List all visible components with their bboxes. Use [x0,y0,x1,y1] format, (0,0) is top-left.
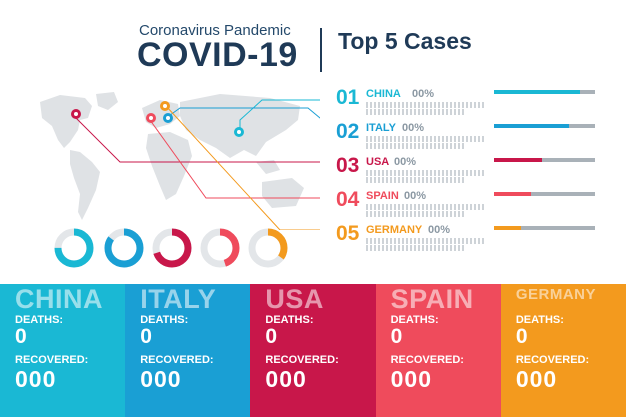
deaths-value: 0 [390,325,403,348]
placeholder-text-line [366,102,486,108]
card-spain: SPAIN DEATHS: 0 RECOVERED: 000 [375,284,501,417]
rank-percent: 00% [394,156,417,168]
placeholder-text-line [366,238,486,244]
world-map [40,92,320,230]
header-divider [320,28,322,72]
recovered-label: RECOVERED: [390,354,464,366]
rank-row-germany: 05 GERMANY 00% [336,222,606,251]
progress-bar [494,226,595,230]
rank-number: 04 [336,188,360,211]
progress-bar [494,192,595,196]
recovered-label: RECOVERED: [15,354,89,366]
card-country-name: ITALY [140,284,217,314]
recovered-label: RECOVERED: [140,354,214,366]
spain-pin-icon [146,113,156,123]
china-pin-icon [234,127,244,137]
rank-percent: 00% [402,122,425,134]
recovered-value: 000 [140,366,182,392]
progress-fill [494,124,569,128]
rank-country: SPAIN [366,190,399,202]
deaths-label: DEATHS: [265,314,314,326]
donut-ring [248,228,288,268]
card-china: CHINA DEATHS: 0 RECOVERED: 000 [0,284,126,417]
donut-ring [200,228,240,268]
placeholder-text-line [366,143,466,149]
deaths-value: 0 [15,325,27,348]
rank-country: USA [366,156,390,168]
deaths-label: DEATHS: [390,314,439,326]
header-subtitle: Coronavirus Pandemic [139,22,291,39]
placeholder-text-line [366,211,466,217]
top5-title: Top 5 Cases [338,28,472,54]
country-cards: CHINA DEATHS: 0 RECOVERED: 000 ITALY DEA… [0,284,626,417]
recovered-value: 000 [15,366,57,392]
rank-row-usa: 03 USA 00% [336,154,606,183]
rank-number: 02 [336,120,360,143]
rank-percent: 00% [412,88,435,100]
connector-spain [149,119,320,199]
card-germany: GERMANY DEATHS: 0 RECOVERED: 000 [500,284,626,417]
donut-ring [54,228,94,268]
page-title: COVID-19 [137,36,298,74]
placeholder-text-line [366,245,466,251]
progress-bar [494,158,595,162]
recovered-label: RECOVERED: [265,354,339,366]
recovered-value: 000 [265,366,307,392]
deaths-label: DEATHS: [515,314,564,326]
progress-bar [494,90,595,94]
rank-number: 01 [336,86,360,109]
progress-fill [494,158,543,162]
connector-germany [165,105,320,230]
rank-number: 03 [336,154,360,177]
connector-usa [75,117,320,163]
rank-percent: 00% [404,190,427,202]
progress-fill [494,90,580,94]
card-usa: USA DEATHS: 0 RECOVERED: 000 [250,284,376,417]
usa-pin-icon [71,109,81,119]
italy-pin-icon [163,113,173,123]
rank-row-china: 01 CHINA 00% [336,86,606,115]
card-country-name: CHINA [15,284,103,314]
progress-fill [494,226,522,230]
progress-fill [494,192,532,196]
progress-bar [494,124,595,128]
card-country-name: USA [265,284,324,314]
deaths-value: 0 [140,325,152,348]
rank-country: GERMANY [366,224,423,236]
deaths-label: DEATHS: [140,314,189,326]
donut-ring [104,228,144,268]
connector-china [239,99,320,132]
placeholder-text-line [366,177,466,183]
donut-ring [152,228,192,268]
recovered-value: 000 [390,366,432,392]
rank-number: 05 [336,222,360,245]
deaths-value: 0 [265,325,278,348]
rank-row-italy: 02 ITALY 00% [336,120,606,149]
rank-country: ITALY [366,122,396,134]
card-country-name: GERMANY [515,286,596,303]
placeholder-text-line [366,109,466,115]
placeholder-text-line [366,136,486,142]
rank-country: CHINA [366,88,401,100]
germany-pin-icon [160,101,170,111]
recovered-value: 000 [515,366,558,392]
deaths-value: 0 [515,325,528,348]
recovered-label: RECOVERED: [515,354,590,366]
deaths-label: DEATHS: [15,314,64,326]
rank-percent: 00% [428,224,451,236]
rank-row-spain: 04 SPAIN 00% [336,188,606,217]
placeholder-text-line [366,170,486,176]
placeholder-text-line [366,204,486,210]
card-country-name: SPAIN [390,284,474,314]
card-italy: ITALY DEATHS: 0 RECOVERED: 000 [125,284,251,417]
